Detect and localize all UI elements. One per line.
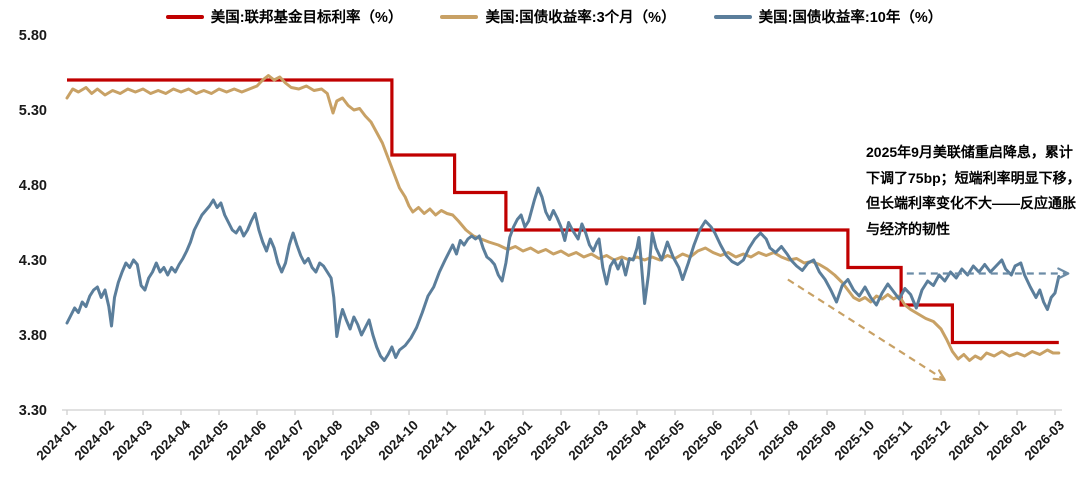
y-axis-tick-label: 3.80 — [19, 328, 47, 344]
legend-item-10y-yield: 美国:国债收益率:10年（%） — [713, 6, 943, 27]
x-axis-tick-label: 2024-06 — [223, 417, 269, 463]
x-axis-tick-label: 2024-11 — [414, 417, 459, 462]
red-line-swatch-icon — [165, 14, 204, 19]
annotation-line-1: 2025年9月美联储重启降息，累计 — [866, 144, 1073, 160]
legend-item-3m-yield: 美国:国债收益率:3个月（%） — [440, 6, 676, 27]
x-axis-tick-label: 2024-02 — [71, 418, 117, 464]
x-axis-tick-label: 2025-11 — [870, 417, 915, 462]
x-axis-tick-label: 2025-12 — [907, 418, 953, 464]
annotation-line-4: 与经济的韧性 — [866, 220, 950, 237]
x-axis-tick-label: 2025-01 — [489, 417, 535, 463]
x-axis-tick-label: 2025-07 — [717, 418, 763, 464]
x-axis-tick-label: 2025-09 — [793, 418, 839, 464]
legend-item-fed-funds-target: 美国:联邦基金目标利率（%） — [165, 6, 403, 27]
x-axis-tick-label: 2025-03 — [565, 417, 611, 463]
annotation-line-2: 下调了75bp；短端利率明显下移， — [866, 169, 1080, 186]
y-axis-tick-label: 4.30 — [19, 253, 47, 269]
x-axis-tick-label: 2024-10 — [375, 418, 421, 464]
legend-label-3m-yield: 美国:国债收益率:3个月（%） — [485, 10, 676, 26]
y-axis-tick-label: 5.30 — [19, 103, 47, 119]
legend-label-10y-yield: 美国:国债收益率:10年（%） — [758, 10, 943, 26]
blue-line-swatch-icon — [713, 14, 752, 19]
x-axis-tick-label: 2025-02 — [527, 418, 573, 464]
y-axis-tick-label: 4.80 — [19, 178, 47, 194]
x-axis-tick-label: 2026-01 — [945, 417, 991, 463]
fed-cut-annotation: 2025年9月美联储重启降息，累计 下调了75bp；短端利率明显下移， 但长端利… — [866, 140, 1080, 242]
series-line-0 — [67, 78, 1059, 345]
tan-line-swatch-icon — [440, 14, 479, 19]
x-axis-tick-label: 2025-04 — [603, 417, 649, 463]
x-axis-tick-label: 2024-05 — [185, 417, 231, 463]
x-axis-tick-label: 2025-05 — [641, 417, 687, 463]
series-line-2 — [65, 186, 1061, 362]
x-axis-tick-label: 2025-06 — [679, 417, 725, 463]
x-axis-tick-label: 2025-10 — [831, 418, 877, 464]
x-axis-tick-label: 2024-12 — [451, 418, 497, 464]
x-axis-tick-label: 2024-04 — [147, 417, 193, 463]
x-axis-tick-label: 2024-01 — [33, 417, 79, 463]
y-axis-tick-label: 5.80 — [19, 28, 47, 44]
x-axis-tick-label: 2026-02 — [983, 418, 1029, 464]
legend-label-fed-funds-target: 美国:联邦基金目标利率（%） — [210, 10, 403, 26]
x-axis-tick-label: 2024-03 — [109, 417, 155, 463]
y-axis-tick-label: 3.30 — [19, 403, 47, 419]
x-axis-tick-label: 2024-09 — [337, 418, 383, 464]
chart-legend: 美国:联邦基金目标利率（%） 美国:国债收益率:3个月（%） 美国:国债收益率:… — [14, 6, 1080, 27]
x-axis-tick-label: 2025-08 — [755, 417, 801, 463]
x-axis-tick-label: 2026-03 — [1021, 417, 1067, 463]
x-axis-tick-label: 2024-08 — [299, 417, 345, 463]
x-axis-tick-label: 2024-07 — [261, 418, 307, 464]
annotation-line-3: 但长端利率变化不大——反应通胀 — [866, 195, 1076, 211]
